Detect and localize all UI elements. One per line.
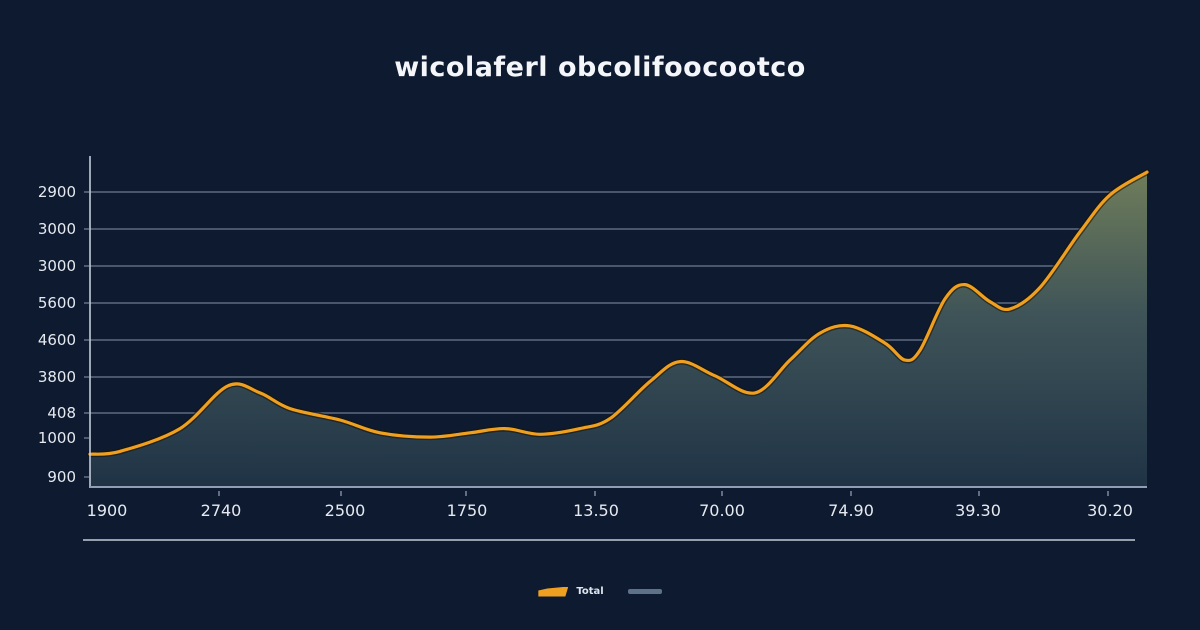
series-line bbox=[88, 170, 1149, 456]
legend-item-area[interactable] bbox=[627, 589, 662, 594]
x-tick-label: 30.20 bbox=[1087, 501, 1133, 520]
x-axis-ticks: 1900 2740 2500 1750 13.50 70.00 74.90 39.30 30.2… bbox=[87, 491, 1133, 520]
x-tick-label: 1900 bbox=[87, 501, 128, 520]
x-tick-label: 74.90 bbox=[828, 501, 874, 520]
legend-area-swatch-icon bbox=[627, 589, 662, 594]
x-tick-label: 2500 bbox=[325, 501, 366, 520]
y-axis-ticks: 2900 3000 3000 5600 4600 3800 408 1000 900 bbox=[38, 183, 89, 486]
x-tick-label: 13.50 bbox=[573, 501, 619, 520]
chart-title: wicolaferl obcolifoocootco bbox=[394, 52, 806, 83]
x-tick-label: 1750 bbox=[447, 501, 488, 520]
y-tick-label: 2900 bbox=[38, 183, 76, 201]
x-tick-label: 2740 bbox=[201, 501, 242, 520]
y-tick-label: 5600 bbox=[38, 294, 76, 312]
area-fill bbox=[90, 172, 1147, 487]
y-tick-label: 4600 bbox=[38, 331, 76, 349]
y-tick-label: 3800 bbox=[38, 368, 76, 386]
x-tick-label: 39.30 bbox=[955, 501, 1001, 520]
legend-label: Total bbox=[576, 586, 604, 597]
y-tick-label: 3000 bbox=[38, 257, 76, 275]
legend: Total bbox=[0, 586, 1200, 597]
y-tick-label: 900 bbox=[47, 468, 76, 486]
y-tick-label: 3000 bbox=[38, 220, 76, 238]
legend-line-swatch-icon bbox=[538, 586, 569, 597]
legend-item-total[interactable]: Total bbox=[538, 586, 604, 597]
y-tick-label: 408 bbox=[47, 404, 76, 422]
y-tick-label: 1000 bbox=[38, 429, 76, 447]
x-tick-label: 70.00 bbox=[699, 501, 745, 520]
